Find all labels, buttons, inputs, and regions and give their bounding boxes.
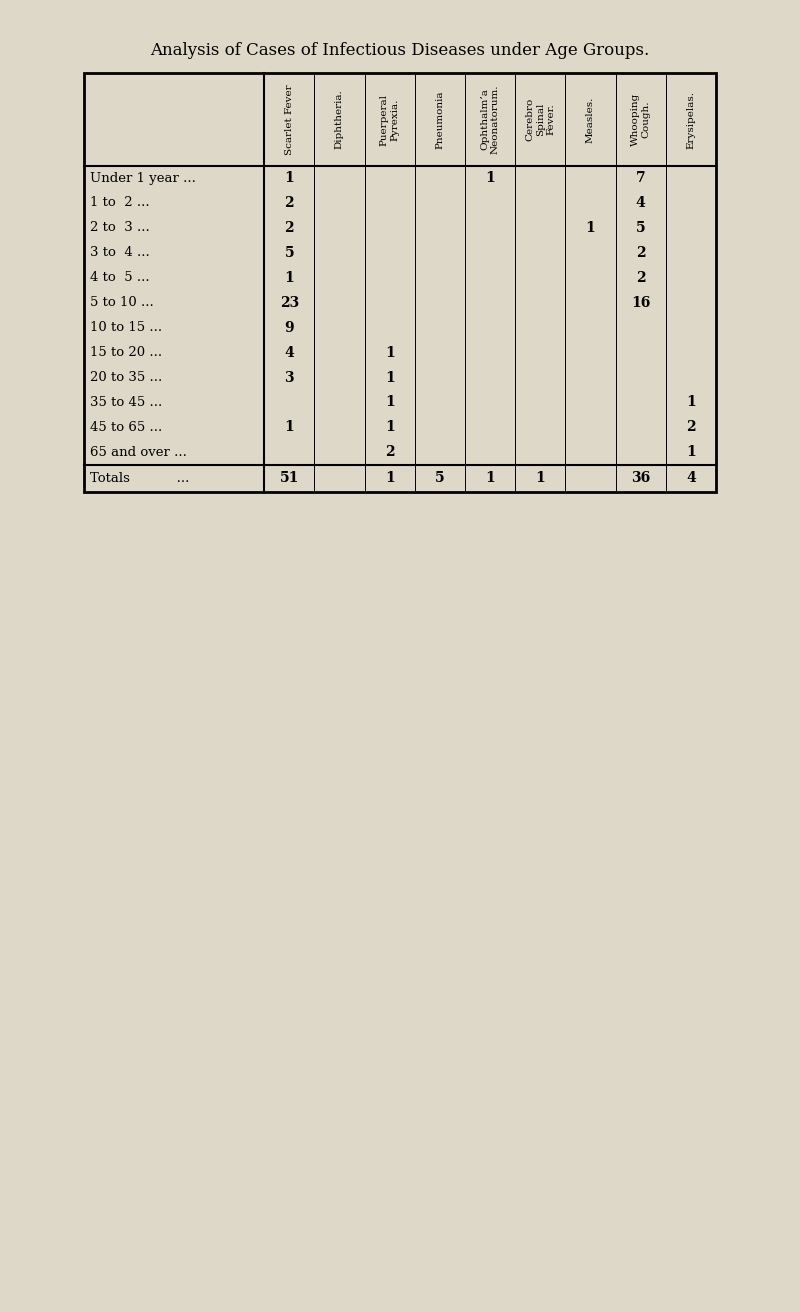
Text: 3: 3	[285, 370, 294, 384]
Text: 1: 1	[686, 445, 696, 459]
Text: Cerebro
Spinal
Fever.: Cerebro Spinal Fever.	[526, 98, 555, 142]
Text: 4: 4	[636, 195, 646, 210]
Text: 1: 1	[385, 471, 394, 485]
Text: 16: 16	[631, 295, 650, 310]
Text: 2: 2	[285, 195, 294, 210]
Text: Scarlet Fever: Scarlet Fever	[285, 84, 294, 155]
Text: Totals           ...: Totals ...	[90, 472, 190, 485]
Text: 5: 5	[285, 245, 294, 260]
Text: 4 to  5 ...: 4 to 5 ...	[90, 272, 150, 285]
Text: 5 to 10 ...: 5 to 10 ...	[90, 297, 154, 310]
Text: 4: 4	[284, 345, 294, 359]
Text: 1: 1	[385, 395, 394, 409]
Text: 35 to 45 ...: 35 to 45 ...	[90, 396, 162, 409]
Text: 1: 1	[284, 270, 294, 285]
Text: 65 and over ...: 65 and over ...	[90, 446, 187, 459]
Text: Under 1 year ...: Under 1 year ...	[90, 172, 196, 185]
Text: 1: 1	[485, 471, 495, 485]
Text: Puerperal
Pyrexia.: Puerperal Pyrexia.	[380, 93, 399, 146]
Text: Diphtheria.: Diphtheria.	[335, 89, 344, 150]
Text: 3 to  4 ...: 3 to 4 ...	[90, 247, 150, 260]
Text: 1: 1	[385, 370, 394, 384]
Text: 1: 1	[535, 471, 545, 485]
Text: Measles.: Measles.	[586, 96, 595, 143]
Text: 1: 1	[284, 420, 294, 434]
Text: 2: 2	[285, 220, 294, 235]
Text: 5: 5	[435, 471, 445, 485]
Text: Ophthalm’a
Neonatorum.: Ophthalm’a Neonatorum.	[480, 85, 500, 155]
Text: 2 to  3 ...: 2 to 3 ...	[90, 222, 150, 235]
Text: 15 to 20 ...: 15 to 20 ...	[90, 346, 162, 359]
Text: 36: 36	[631, 471, 650, 485]
Text: 23: 23	[279, 295, 299, 310]
Text: Pneumonia: Pneumonia	[435, 91, 444, 148]
Text: 1: 1	[586, 220, 595, 235]
Text: 1 to  2 ...: 1 to 2 ...	[90, 197, 150, 210]
Text: 4: 4	[686, 471, 696, 485]
Text: Erysipelas.: Erysipelas.	[686, 91, 695, 148]
Bar	[84, 73, 716, 492]
Text: 1: 1	[485, 171, 495, 185]
Text: 2: 2	[636, 270, 646, 285]
Text: 9: 9	[285, 320, 294, 335]
Text: 51: 51	[279, 471, 299, 485]
Text: 2: 2	[636, 245, 646, 260]
Text: 1: 1	[385, 420, 394, 434]
Text: 2: 2	[385, 445, 394, 459]
Text: 10 to 15 ...: 10 to 15 ...	[90, 321, 162, 335]
Text: 2: 2	[686, 420, 696, 434]
Text: 45 to 65 ...: 45 to 65 ...	[90, 421, 162, 434]
Text: Whooping
Cough.: Whooping Cough.	[631, 93, 650, 146]
Text: 20 to 35 ...: 20 to 35 ...	[90, 371, 162, 384]
Text: 1: 1	[686, 395, 696, 409]
Text: Analysis of Cases of Infectious Diseases under Age Groups.: Analysis of Cases of Infectious Diseases…	[150, 42, 650, 59]
Text: 1: 1	[385, 345, 394, 359]
Text: 7: 7	[636, 171, 646, 185]
Text: 1: 1	[284, 171, 294, 185]
Text: 5: 5	[636, 220, 646, 235]
